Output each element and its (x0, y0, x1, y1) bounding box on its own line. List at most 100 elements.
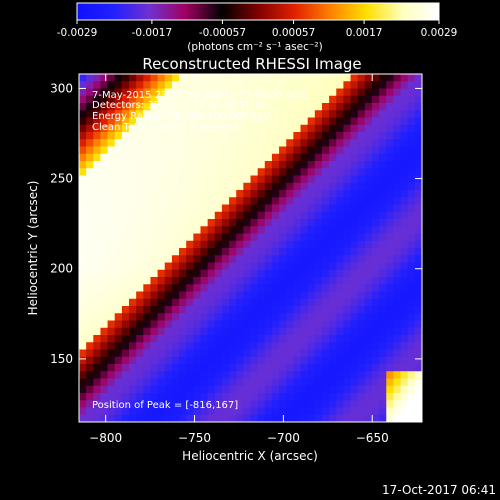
heatmap-cell (221, 349, 230, 358)
heatmap-cell (214, 110, 223, 118)
heatmap-cell (129, 371, 137, 379)
heatmap-cell (107, 356, 116, 365)
heatmap-cell (307, 400, 316, 408)
heatmap-cell (336, 124, 344, 133)
heatmap-cell (114, 117, 123, 126)
heatmap-cell (336, 182, 344, 191)
heatmap-cell (100, 88, 108, 97)
heatmap-cell (386, 190, 394, 198)
heatmap-cell (93, 204, 101, 213)
heatmap-cell (143, 349, 151, 358)
heatmap-cell (171, 364, 180, 372)
heatmap-cell (157, 219, 166, 227)
heatmap-cell (114, 240, 123, 249)
heatmap-cell (343, 146, 351, 155)
heatmap-cell (314, 269, 323, 278)
heatmap-cell (150, 110, 159, 118)
heatmap-cell (193, 240, 201, 249)
heatmap-cell (157, 414, 166, 422)
heatmap-cell (121, 356, 130, 365)
heatmap-cell (186, 240, 194, 249)
heatmap-cell (229, 378, 237, 387)
heatmap-cell (136, 327, 144, 336)
heatmap-cell (179, 117, 187, 126)
heatmap-cell (329, 95, 337, 104)
heatmap-cell (179, 95, 187, 104)
heatmap-cell (279, 393, 287, 401)
heatmap-cell (300, 117, 309, 126)
heatmap-cell (157, 88, 166, 97)
heatmap-cell (207, 139, 216, 147)
heatmap-cell (114, 175, 123, 184)
heatmap-cell (79, 269, 87, 278)
heatmap-cell (371, 284, 380, 292)
heatmap-cell (143, 400, 151, 408)
heatmap-cell (171, 342, 180, 350)
heatmap-cell (114, 219, 123, 227)
heatmap-cell (250, 211, 259, 220)
heatmap-cell (386, 277, 394, 285)
heatmap-cell (371, 262, 380, 271)
heatmap-cell (286, 211, 294, 220)
heatmap-cell (321, 378, 330, 387)
heatmap-cell (300, 400, 309, 408)
heatmap-cell (100, 197, 108, 205)
heatmap-cell (350, 248, 359, 256)
heatmap-cell (264, 219, 273, 227)
heatmap-cell (357, 269, 366, 278)
heatmap-cell (357, 298, 366, 307)
heatmap-cell (414, 211, 422, 220)
heatmap-cell (157, 378, 166, 387)
heatmap-cell (343, 226, 351, 234)
heatmap-cell (414, 233, 422, 242)
heatmap-cell (221, 393, 230, 401)
heatmap-cell (214, 320, 223, 329)
heatmap-cell (407, 298, 416, 307)
heatmap-cell (414, 124, 422, 133)
heatmap-cell (407, 211, 416, 220)
heatmap-cell (300, 327, 309, 336)
heatmap-cell (350, 364, 359, 372)
heatmap-cell (186, 262, 194, 271)
heatmap-cell (329, 306, 337, 314)
heatmap-cell (336, 240, 344, 249)
heatmap-cell (343, 255, 351, 263)
heatmap-cell (243, 400, 251, 408)
heatmap-cell (114, 284, 123, 292)
heatmap-cell (264, 414, 273, 422)
heatmap-cell (393, 385, 401, 394)
heatmap-cell (364, 407, 373, 416)
heatmap-cell (329, 240, 337, 249)
heatmap-cell (257, 356, 266, 365)
heatmap-cell (93, 313, 101, 321)
heatmap-cell (393, 110, 401, 118)
heatmap-cell (371, 88, 380, 97)
heatmap-cell (336, 335, 344, 343)
heatmap-cell (243, 153, 251, 162)
heatmap-cell (207, 378, 216, 387)
heatmap-cell (86, 168, 94, 176)
heatmap-cell (279, 277, 287, 285)
heatmap-cell (229, 88, 237, 97)
heatmap-cell (171, 313, 180, 321)
heatmap-cell (179, 132, 187, 140)
heatmap-cell (171, 132, 180, 140)
heatmap-cell (186, 226, 194, 234)
heatmap-cell (221, 269, 230, 278)
heatmap-cell (93, 407, 101, 416)
heatmap-cell (150, 277, 159, 285)
heatmap-cell (164, 146, 173, 155)
chart-title: Reconstructed RHESSI Image (142, 55, 361, 73)
heatmap-cell (386, 364, 394, 372)
heatmap-cell (250, 182, 259, 191)
heatmap-cell (271, 139, 280, 147)
heatmap-cell (200, 88, 209, 97)
heatmap-cell (229, 190, 237, 198)
heatmap-cell (329, 284, 337, 292)
heatmap-cell (236, 407, 244, 416)
heatmap-cell (121, 146, 130, 155)
heatmap-cell (364, 400, 373, 408)
heatmap-cell (400, 284, 409, 292)
heatmap-cell (236, 226, 244, 234)
heatmap-cell (164, 407, 173, 416)
